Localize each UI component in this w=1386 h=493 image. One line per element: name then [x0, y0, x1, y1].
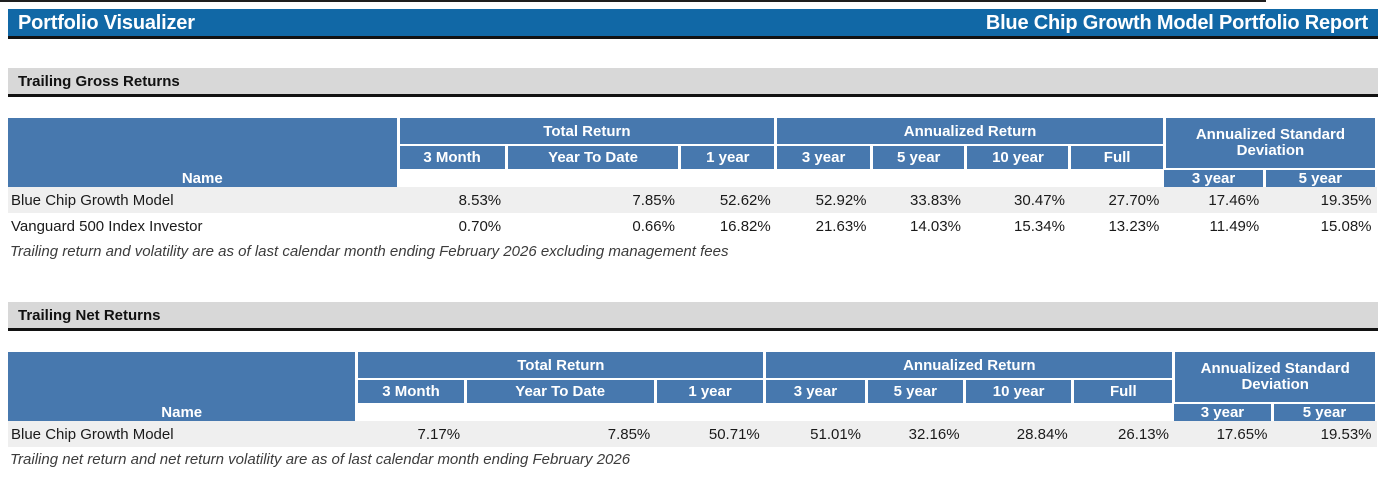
col-header-ytd: Year To Date	[506, 145, 682, 169]
value-cell: 52.92%	[815, 191, 867, 209]
value-cell: 7.85%	[632, 191, 675, 209]
col-header-10-year: 10 year	[965, 145, 1072, 169]
trailing-net-returns-section: Trailing Net Returns Name Total Return A…	[0, 302, 1386, 468]
value-cell: 21.63%	[815, 217, 867, 235]
value-cell: 17.46%	[1208, 191, 1260, 209]
header-spacer-row: 3 year 5 year	[8, 402, 1379, 421]
name-column-header: Name	[8, 118, 400, 187]
value-cell: 52.62%	[719, 191, 771, 209]
value-cell: 13.23%	[1108, 217, 1160, 235]
value-cell: 51.01%	[810, 425, 862, 443]
std-deviation-group-header: Annualized Standard Deviation	[1173, 352, 1378, 404]
section-title: Trailing Gross Returns	[18, 72, 180, 90]
app-title: Portfolio Visualizer	[18, 11, 195, 34]
value-cell: 16.82%	[719, 217, 771, 235]
trailing-gross-returns-section: Trailing Gross Returns Name Total Return…	[0, 68, 1386, 260]
header-spacer-cell	[1070, 169, 1164, 187]
header-sub-row: 3 Month Year To Date 1 year 3 year 5 yea…	[8, 379, 1377, 403]
col-header-1-year: 1 year	[655, 379, 767, 403]
value-cell: 0.70%	[458, 217, 502, 235]
name-column-header: Name	[8, 352, 359, 421]
value-cell: 50.71%	[708, 425, 760, 443]
header-spacer-cell	[506, 169, 680, 187]
col-header-full: Full	[1069, 145, 1166, 169]
annualized-return-group-header: Annualized Return	[764, 352, 1176, 380]
row-name: Vanguard 500 Index Investor	[11, 217, 203, 235]
col-header-5-year: 5 year	[866, 379, 967, 403]
value-cell: 27.70%	[1108, 191, 1160, 209]
table-row: Vanguard 500 Index Investor 0.70% 0.66% …	[8, 213, 1377, 239]
col-header-5-year: 5 year	[871, 145, 968, 169]
header-spacer-cell	[398, 169, 506, 187]
header-spacer-cell	[1073, 403, 1174, 421]
report-title: Blue Chip Growth Model Portfolio Report	[985, 11, 1368, 34]
header-spacer-cell	[776, 169, 872, 187]
value-cell: 8.53%	[458, 191, 502, 209]
table-row: Blue Chip Growth Model 8.53% 7.85% 52.62…	[8, 187, 1377, 213]
header-group-row: Name Total Return Annualized Return Annu…	[8, 352, 1378, 421]
value-cell: 30.47%	[1014, 191, 1065, 209]
net-returns-footnote: Trailing net return and net return volat…	[10, 451, 631, 468]
gross-returns-footnote: Trailing return and volatility are as of…	[10, 243, 729, 260]
value-cell: 14.03%	[910, 217, 961, 235]
value-cell: 19.53%	[1320, 425, 1372, 443]
table-row: Blue Chip Growth Model 7.17% 7.85% 50.71…	[8, 421, 1377, 447]
total-return-group-header: Total Return	[398, 118, 778, 146]
header-spacer-cell	[655, 403, 764, 421]
header-sub-row: 3 Month Year To Date 1 year 3 year 5 yea…	[8, 145, 1377, 169]
value-cell: 28.84%	[1016, 425, 1068, 443]
sd-col-header-3-year: 3 year	[1164, 168, 1266, 187]
value-cell: 15.34%	[1014, 217, 1065, 235]
header-spacer-cell	[965, 403, 1073, 421]
col-header-ytd: Year To Date	[465, 379, 657, 403]
col-header-3-month: 3 Month	[398, 145, 508, 169]
header-spacer-cell	[680, 169, 776, 187]
col-header-3-month: 3 Month	[356, 379, 467, 403]
section-title-bar: Trailing Net Returns	[8, 302, 1378, 331]
row-name: Blue Chip Growth Model	[11, 191, 174, 209]
net-returns-table: Name Total Return Annualized Return Annu…	[8, 352, 1379, 447]
col-header-10-year: 10 year	[964, 379, 1075, 403]
col-header-3-year: 3 year	[775, 145, 873, 169]
header-spacer-cell	[866, 403, 965, 421]
header-spacer-cell	[966, 169, 1070, 187]
header-spacer-cell	[872, 169, 966, 187]
value-cell: 7.85%	[607, 425, 651, 443]
sd-col-header-5-year: 5 year	[1264, 168, 1379, 187]
sd-col-header-3-year: 3 year	[1173, 402, 1274, 421]
value-cell: 7.17%	[417, 425, 461, 443]
window-top-edge	[0, 0, 1266, 2]
header-spacer-row: 3 year 5 year	[8, 168, 1379, 187]
header-spacer-cell	[765, 403, 866, 421]
section-title: Trailing Net Returns	[18, 306, 161, 324]
header-spacer-cell	[465, 403, 655, 421]
annualized-return-group-header: Annualized Return	[775, 118, 1166, 146]
value-cell: 26.13%	[1118, 425, 1169, 443]
gross-returns-table: Name Total Return Annualized Return Annu…	[8, 118, 1379, 239]
value-cell: 0.66%	[632, 217, 675, 235]
sd-col-header-5-year: 5 year	[1272, 402, 1379, 421]
col-header-full: Full	[1072, 379, 1176, 403]
col-header-3-year: 3 year	[764, 379, 868, 403]
value-cell: 15.08%	[1320, 217, 1372, 235]
total-return-group-header: Total Return	[356, 352, 767, 380]
header-spacer-cell	[357, 403, 465, 421]
std-deviation-group-header: Annualized Standard Deviation	[1164, 118, 1379, 170]
header-group-row: Name Total Return Annualized Return Annu…	[8, 118, 1379, 187]
value-cell: 19.35%	[1320, 191, 1372, 209]
value-cell: 32.16%	[908, 425, 960, 443]
value-cell: 17.65%	[1216, 425, 1268, 443]
col-header-1-year: 1 year	[679, 145, 778, 169]
section-title-bar: Trailing Gross Returns	[8, 68, 1378, 97]
report-banner: Portfolio Visualizer Blue Chip Growth Mo…	[8, 9, 1378, 39]
value-cell: 11.49%	[1209, 217, 1260, 235]
value-cell: 33.83%	[910, 191, 961, 209]
row-name: Blue Chip Growth Model	[11, 425, 174, 443]
